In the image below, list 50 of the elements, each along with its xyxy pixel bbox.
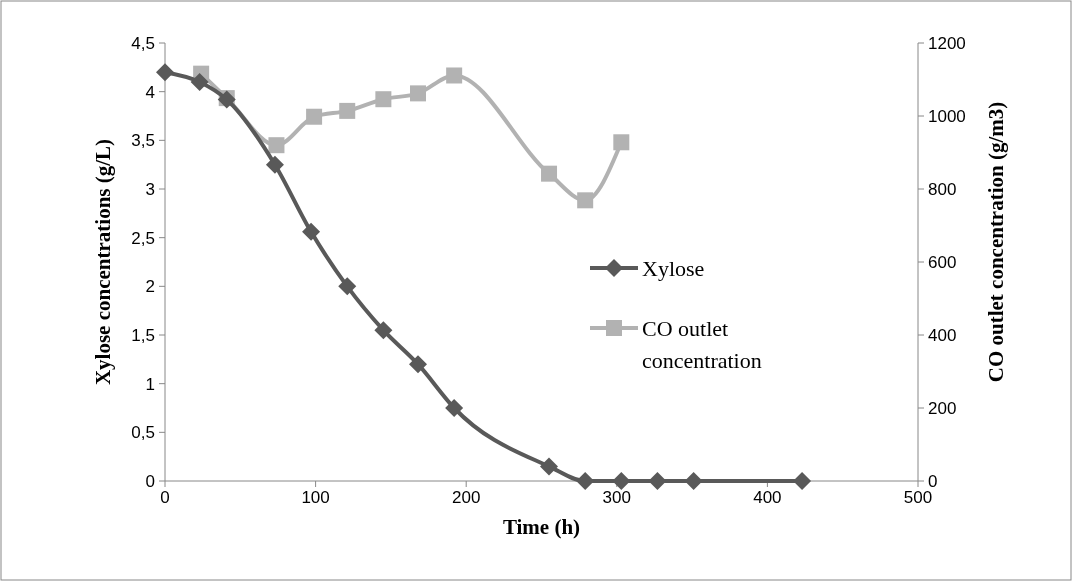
x-tick-label: 100 xyxy=(301,488,330,507)
point xyxy=(793,472,812,490)
y2-tick-label: 400 xyxy=(928,326,957,345)
y-tick-label: 2,5 xyxy=(131,228,155,248)
point xyxy=(156,63,174,82)
x-tick-label: 400 xyxy=(753,488,782,507)
point xyxy=(338,277,357,296)
legend-label: CO outlet concentration xyxy=(642,316,762,373)
y-tick-label: 4,5 xyxy=(131,34,155,53)
y2-tick-label: 1000 xyxy=(928,107,966,126)
point xyxy=(374,321,393,340)
y2-tick-label: 1200 xyxy=(928,34,966,53)
x-tick-label: 500 xyxy=(903,488,933,507)
point xyxy=(445,399,464,417)
x-axis-title: Time (h) xyxy=(502,515,581,539)
y-tick-label: 1 xyxy=(145,374,155,394)
point xyxy=(612,472,631,490)
point xyxy=(541,165,558,182)
point xyxy=(446,67,463,84)
x-tick-label: 300 xyxy=(602,488,631,507)
x-tick-label: 200 xyxy=(452,488,481,507)
x-tick-label: 0 xyxy=(160,488,170,507)
point xyxy=(410,85,427,102)
point xyxy=(265,155,284,174)
y2-tick-label: 600 xyxy=(928,253,957,272)
point xyxy=(302,222,321,241)
point xyxy=(613,134,630,151)
point xyxy=(339,102,356,119)
point xyxy=(648,472,667,490)
y2-tick-label: 200 xyxy=(928,399,957,418)
y2-tick-label: 800 xyxy=(928,180,957,199)
point xyxy=(409,355,428,374)
y-tick-label: 3 xyxy=(145,180,155,199)
y2-tick-label: 0 xyxy=(928,472,938,491)
y-tick-label: 0,5 xyxy=(131,423,155,443)
point xyxy=(306,108,323,125)
point xyxy=(540,457,559,476)
y2-axis-title: CO outlet concentration (g/m3) xyxy=(984,101,1008,383)
y-tick-label: 2 xyxy=(145,277,155,297)
point xyxy=(684,472,703,490)
point xyxy=(190,72,209,91)
point xyxy=(268,137,285,154)
y-tick-label: 4 xyxy=(145,82,155,102)
y-tick-label: 1,5 xyxy=(131,326,155,345)
legend-label: Xylose xyxy=(642,256,705,281)
y-tick-label: 0 xyxy=(145,472,155,491)
point xyxy=(577,192,594,209)
point xyxy=(375,91,392,108)
y-tick-label: 3,5 xyxy=(131,131,155,151)
y-axis-title: Xylose concentrations (g/L) xyxy=(91,138,115,386)
